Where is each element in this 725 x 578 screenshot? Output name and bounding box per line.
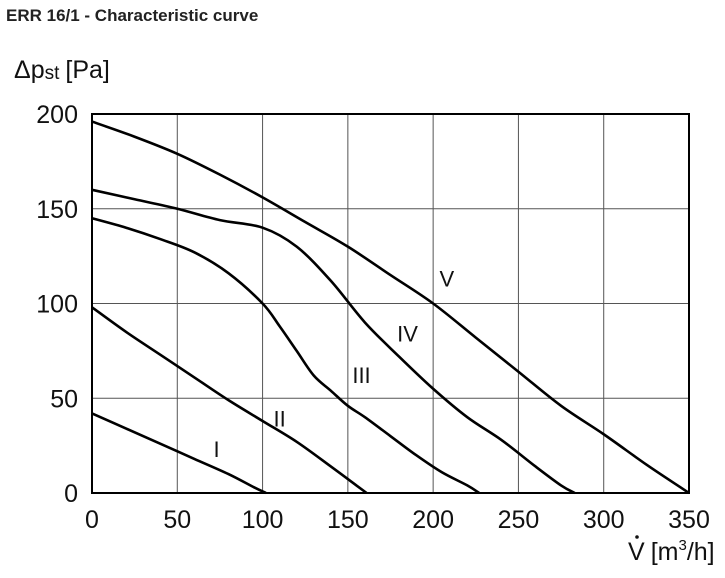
y-axis-label-unit: [Pa] <box>65 56 109 84</box>
x-tick-label: 200 <box>412 506 454 534</box>
y-tick-label: 50 <box>50 385 78 413</box>
series-line-iv <box>91 188 576 495</box>
x-axis-label: V [m3/h] <box>628 535 715 566</box>
plot-frame <box>91 113 690 494</box>
series-line-v <box>91 120 690 495</box>
series-layer <box>91 120 690 495</box>
x-tick-label: 350 <box>668 506 710 534</box>
x-tick-labels: 0 50 100 150 200 250 300 350 <box>85 506 710 534</box>
curve-label-iii: III <box>352 363 370 388</box>
x-axis-label-dot <box>635 535 639 539</box>
x-tick-label: 50 <box>163 506 191 534</box>
chart-title: ERR 16/1 - Characteristic curve <box>6 6 259 25</box>
curve-label-i: I <box>213 437 219 462</box>
series-line-iii <box>91 216 480 495</box>
x-tick-label: 300 <box>583 506 625 534</box>
series-line-i <box>91 412 267 495</box>
y-axis-label: Δpst [Pa] <box>14 56 110 84</box>
curve-label-ii: II <box>274 407 286 432</box>
y-tick-labels: 0 50 100 150 200 <box>36 101 78 508</box>
y-tick-label: 100 <box>36 291 78 319</box>
curve-label-iv: IV <box>397 321 418 346</box>
x-tick-label: 0 <box>85 506 99 534</box>
y-axis-label-main: Δp <box>14 56 45 84</box>
x-axis-label-sup: 3 <box>678 537 686 554</box>
x-axis-label-unit: [m <box>651 538 679 566</box>
y-tick-label: 0 <box>64 480 78 508</box>
y-tick-label: 150 <box>36 196 78 224</box>
x-axis-label-unit-close: /h] <box>687 538 715 566</box>
series-line-ii <box>91 306 368 495</box>
svg-text:V[m3/h]: V [m3/h] <box>628 537 715 566</box>
x-tick-label: 250 <box>498 506 540 534</box>
x-tick-label: 100 <box>242 506 284 534</box>
x-axis-label-symbol: V <box>628 538 645 566</box>
y-axis-label-sub: st <box>45 63 61 84</box>
x-tick-label: 150 <box>327 506 369 534</box>
curve-label-v: V <box>439 266 454 291</box>
y-tick-label: 200 <box>36 101 78 129</box>
